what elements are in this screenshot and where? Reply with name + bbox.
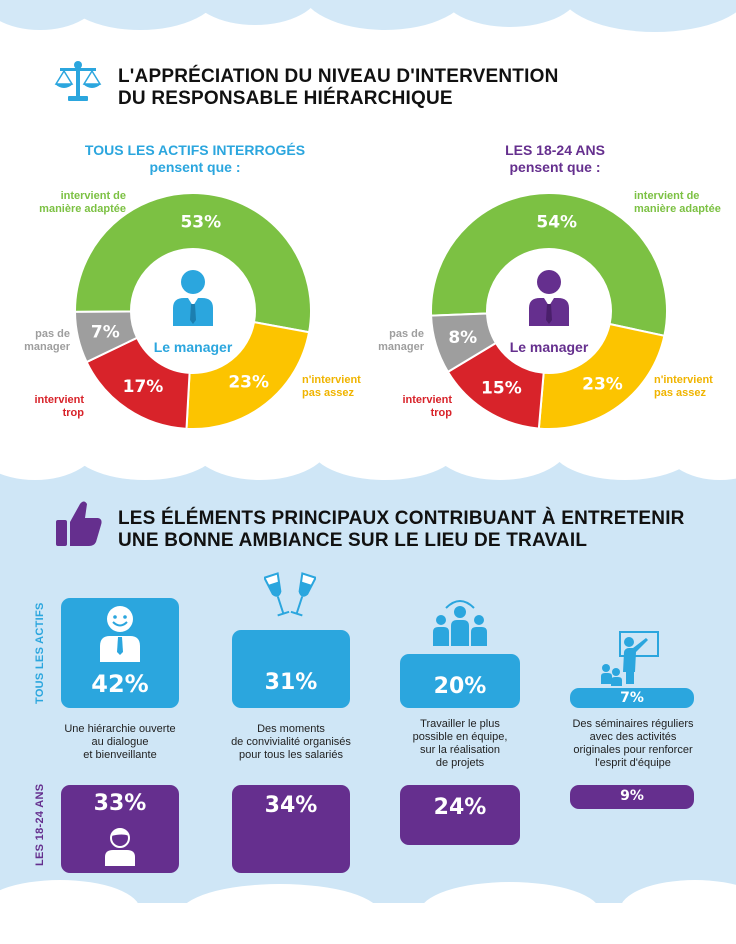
donut-young-slice-3 — [430, 312, 498, 374]
chart1-heading: TOUS LES ACTIFS INTERROGÉS pensent que : — [70, 142, 320, 176]
legend-pasassez-all: n'intervient pas assez — [302, 374, 361, 399]
donut-young-slice-label-1: 23% — [582, 374, 623, 394]
chart2-heading: LES 18-24 ANS pensent que : — [455, 142, 655, 176]
donut-all-slice-label-0: 53% — [180, 212, 221, 232]
bar-all-equipe: 20% — [400, 654, 520, 708]
legend-adaptee-all: intervient de manière adaptée — [39, 190, 126, 215]
chart1-subtitle: pensent que : — [149, 159, 241, 175]
legend-pasmanager-young: pas de manager — [378, 328, 424, 353]
value-young-equipe: 24% — [433, 795, 487, 820]
seminar-presentation-icon — [600, 630, 662, 686]
value-all-seminaires: 7% — [620, 690, 644, 706]
team-icon — [430, 596, 490, 648]
bar-all-convivialite: 31% — [232, 630, 350, 708]
section2-title: LES ÉLÉMENTS PRINCIPAUX CONTRIBUANT À EN… — [118, 508, 685, 552]
bar-young-hierarchie: 33% — [61, 785, 179, 873]
manager-icon-all — [170, 268, 216, 330]
chart2-subtitle: pensent que : — [509, 159, 601, 175]
scales-icon — [54, 60, 102, 104]
thumbs-up-icon — [54, 498, 104, 550]
legend-adaptee-young: intervient de manière adaptée — [634, 190, 721, 215]
desc-equipe: Travailler le plus possible en équipe, sur… — [412, 718, 508, 769]
section1-title-line2: DU RESPONSABLE HIÉRARCHIQUE — [118, 88, 453, 109]
champagne-glasses-icon — [262, 570, 318, 628]
value-young-hierarchie: 33% — [93, 791, 147, 816]
legend-trop-young: intervient trop — [402, 394, 452, 419]
person-icon — [103, 827, 137, 867]
row-label-young: LES 18-24 ANS — [34, 783, 46, 866]
chart2-title: LES 18-24 ANS — [505, 142, 605, 158]
value-all-equipe: 20% — [433, 674, 487, 699]
donut-young-slice-label-3: 8% — [448, 328, 477, 348]
donut-young-slice-0 — [430, 192, 668, 337]
desc-seminaires: Des séminaires réguliers avec des activit… — [572, 718, 694, 769]
bar-young-equipe: 24% — [400, 785, 520, 845]
bar-all-hierarchie: 42% — [61, 598, 179, 708]
donut-all-slice-label-2: 17% — [123, 377, 164, 397]
donut-all-slice-label-3: 7% — [91, 322, 120, 342]
section2-title-line1: LES ÉLÉMENTS PRINCIPAUX CONTRIBUANT À EN… — [118, 508, 685, 529]
chart1-title: TOUS LES ACTIFS INTERROGÉS — [84, 142, 306, 158]
bar-young-seminaires: 9% — [570, 785, 694, 809]
bar-all-seminaires: 7% — [570, 688, 694, 708]
section2-title-line2: UNE BONNE AMBIANCE SUR LE LIEU DE TRAVAI… — [118, 530, 588, 551]
section1-title: L'APPRÉCIATION DU NIVEAU D'INTERVENTION … — [118, 66, 559, 110]
value-all-hierarchie: 42% — [91, 670, 149, 698]
legend-trop-all: intervient trop — [34, 394, 84, 419]
value-young-convivialite: 34% — [264, 793, 318, 818]
donut-young-slice-label-0: 54% — [536, 212, 577, 232]
value-young-seminaires: 9% — [620, 788, 644, 804]
desc-convivialite: Des moments de convivialité organisés pour… — [231, 723, 351, 761]
legend-pasmanager-all: pas de manager — [24, 328, 70, 353]
donut-young-slice-label-2: 15% — [481, 378, 522, 398]
smiling-person-icon — [98, 604, 142, 664]
section1-title-line1: L'APPRÉCIATION DU NIVEAU D'INTERVENTION — [118, 66, 559, 87]
center-label-all: Le manager — [153, 339, 233, 355]
value-all-convivialite: 31% — [264, 670, 318, 695]
bar-young-convivialite: 34% — [232, 785, 350, 873]
desc-hierarchie: Une hiérarchie ouverte au dialogue et bien… — [64, 723, 176, 761]
donut-all-slice-label-1: 23% — [228, 373, 269, 393]
center-label-young: Le manager — [509, 339, 589, 355]
legend-pasassez-young: n'intervient pas assez — [654, 374, 713, 399]
row-label-all: TOUS LES ACTIFS — [34, 602, 46, 704]
manager-icon-young — [526, 268, 572, 330]
